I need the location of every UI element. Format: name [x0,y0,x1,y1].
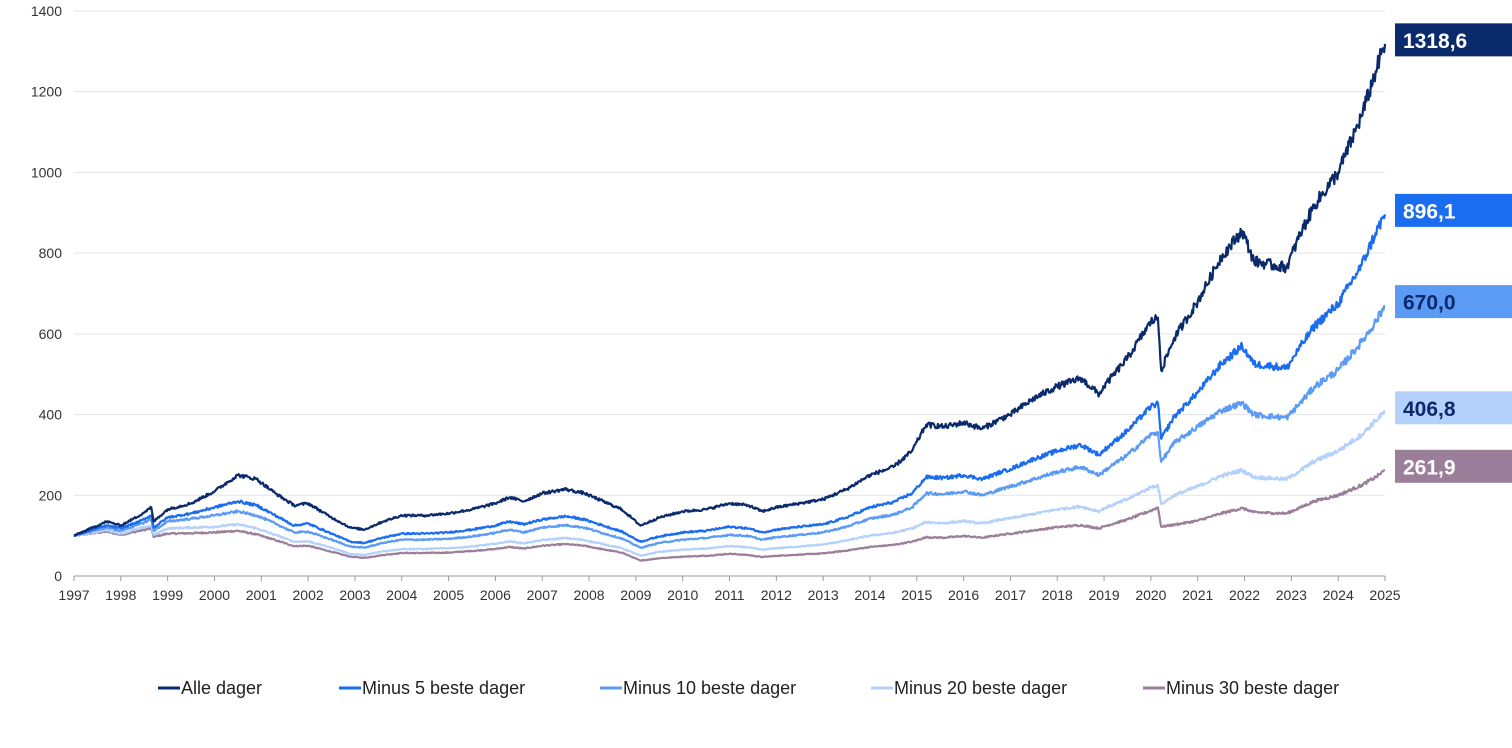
y-tick-label: 600 [39,326,63,342]
series-line-minus-5-beste-dager [73,214,1387,545]
axes: 0 200 400 600 800 1000 1200 1400 1997 1998 1999 200… [31,3,1401,603]
x-tick-label: 2011 [714,587,744,603]
x-tick-label: 2017 [995,587,1026,603]
legend-label: Minus 10 beste dager [623,678,796,698]
end-label-box [1395,23,1512,57]
x-tick-label: 2001 [246,587,277,603]
end-value-labels: 1318,6 896,1 670,0 406,8 261,9 [1395,23,1512,483]
end-label-value: 896,1 [1403,200,1456,223]
legend-label: Minus 5 beste dager [362,678,525,698]
y-tick-label: 800 [39,245,63,261]
gridlines [74,10,1385,496]
end-label-box [1395,449,1512,483]
y-tick-label: 1000 [31,164,62,180]
end-label-box [1395,193,1512,227]
legend-label: Minus 30 beste dager [1166,678,1339,698]
end-label-box [1395,285,1512,319]
x-tick-label: 2007 [527,587,558,603]
legend: Alle dager Minus 5 beste dager Minus 10 be… [158,678,1339,698]
y-tick-label: 1400 [31,3,62,19]
x-tick-label: 2000 [199,587,230,603]
x-tick-label: 2016 [948,587,979,603]
x-tick-label: 2002 [293,587,324,603]
y-tick-label: 0 [54,568,62,584]
series-line-minus-30-beste-dager [73,469,1386,562]
x-tick-label: 2004 [386,587,417,603]
x-tick-label: 2009 [620,587,651,603]
end-label-value: 1318,6 [1403,30,1467,53]
end-label-value: 670,0 [1403,292,1456,315]
x-tick-label: 2018 [1042,587,1073,603]
end-label-value: 261,9 [1403,456,1456,479]
x-tick-label: 2014 [854,587,885,603]
x-tick-label: 2015 [901,587,932,603]
x-tick-label: 1998 [105,587,136,603]
x-tick-label: 2005 [433,587,464,603]
end-label-value: 406,8 [1403,398,1456,421]
series-line-alle-dager [73,43,1387,537]
y-tick-label: 1200 [31,84,62,100]
series-line-minus-20-beste-dager [73,410,1386,557]
legend-label: Minus 20 beste dager [894,678,1067,698]
end-label-box [1395,391,1512,425]
series-line-minus-10-beste-dager [73,304,1386,549]
y-tick-label: 400 [39,407,63,423]
x-tick-label: 2023 [1276,587,1307,603]
x-tick-label: 2022 [1229,587,1260,603]
x-tick-label: 1997 [58,587,89,603]
x-tick-label: 2010 [667,587,698,603]
x-tick-label: 1999 [152,587,183,603]
x-tick-label: 2003 [339,587,370,603]
x-tick-label: 2021 [1182,587,1213,603]
y-tick-label: 200 [39,487,63,503]
x-tick-label: 2013 [808,587,839,603]
series-lines [73,43,1387,562]
x-tick-label: 2024 [1323,587,1354,603]
x-tick-label: 2012 [761,587,792,603]
x-tick-label: 2020 [1135,587,1166,603]
x-tick-label: 2008 [573,587,604,603]
x-tick-label: 2006 [480,587,511,603]
x-tick-label: 2025 [1369,587,1400,603]
legend-label: Alle dager [181,678,262,698]
x-tick-label: 2019 [1088,587,1119,603]
